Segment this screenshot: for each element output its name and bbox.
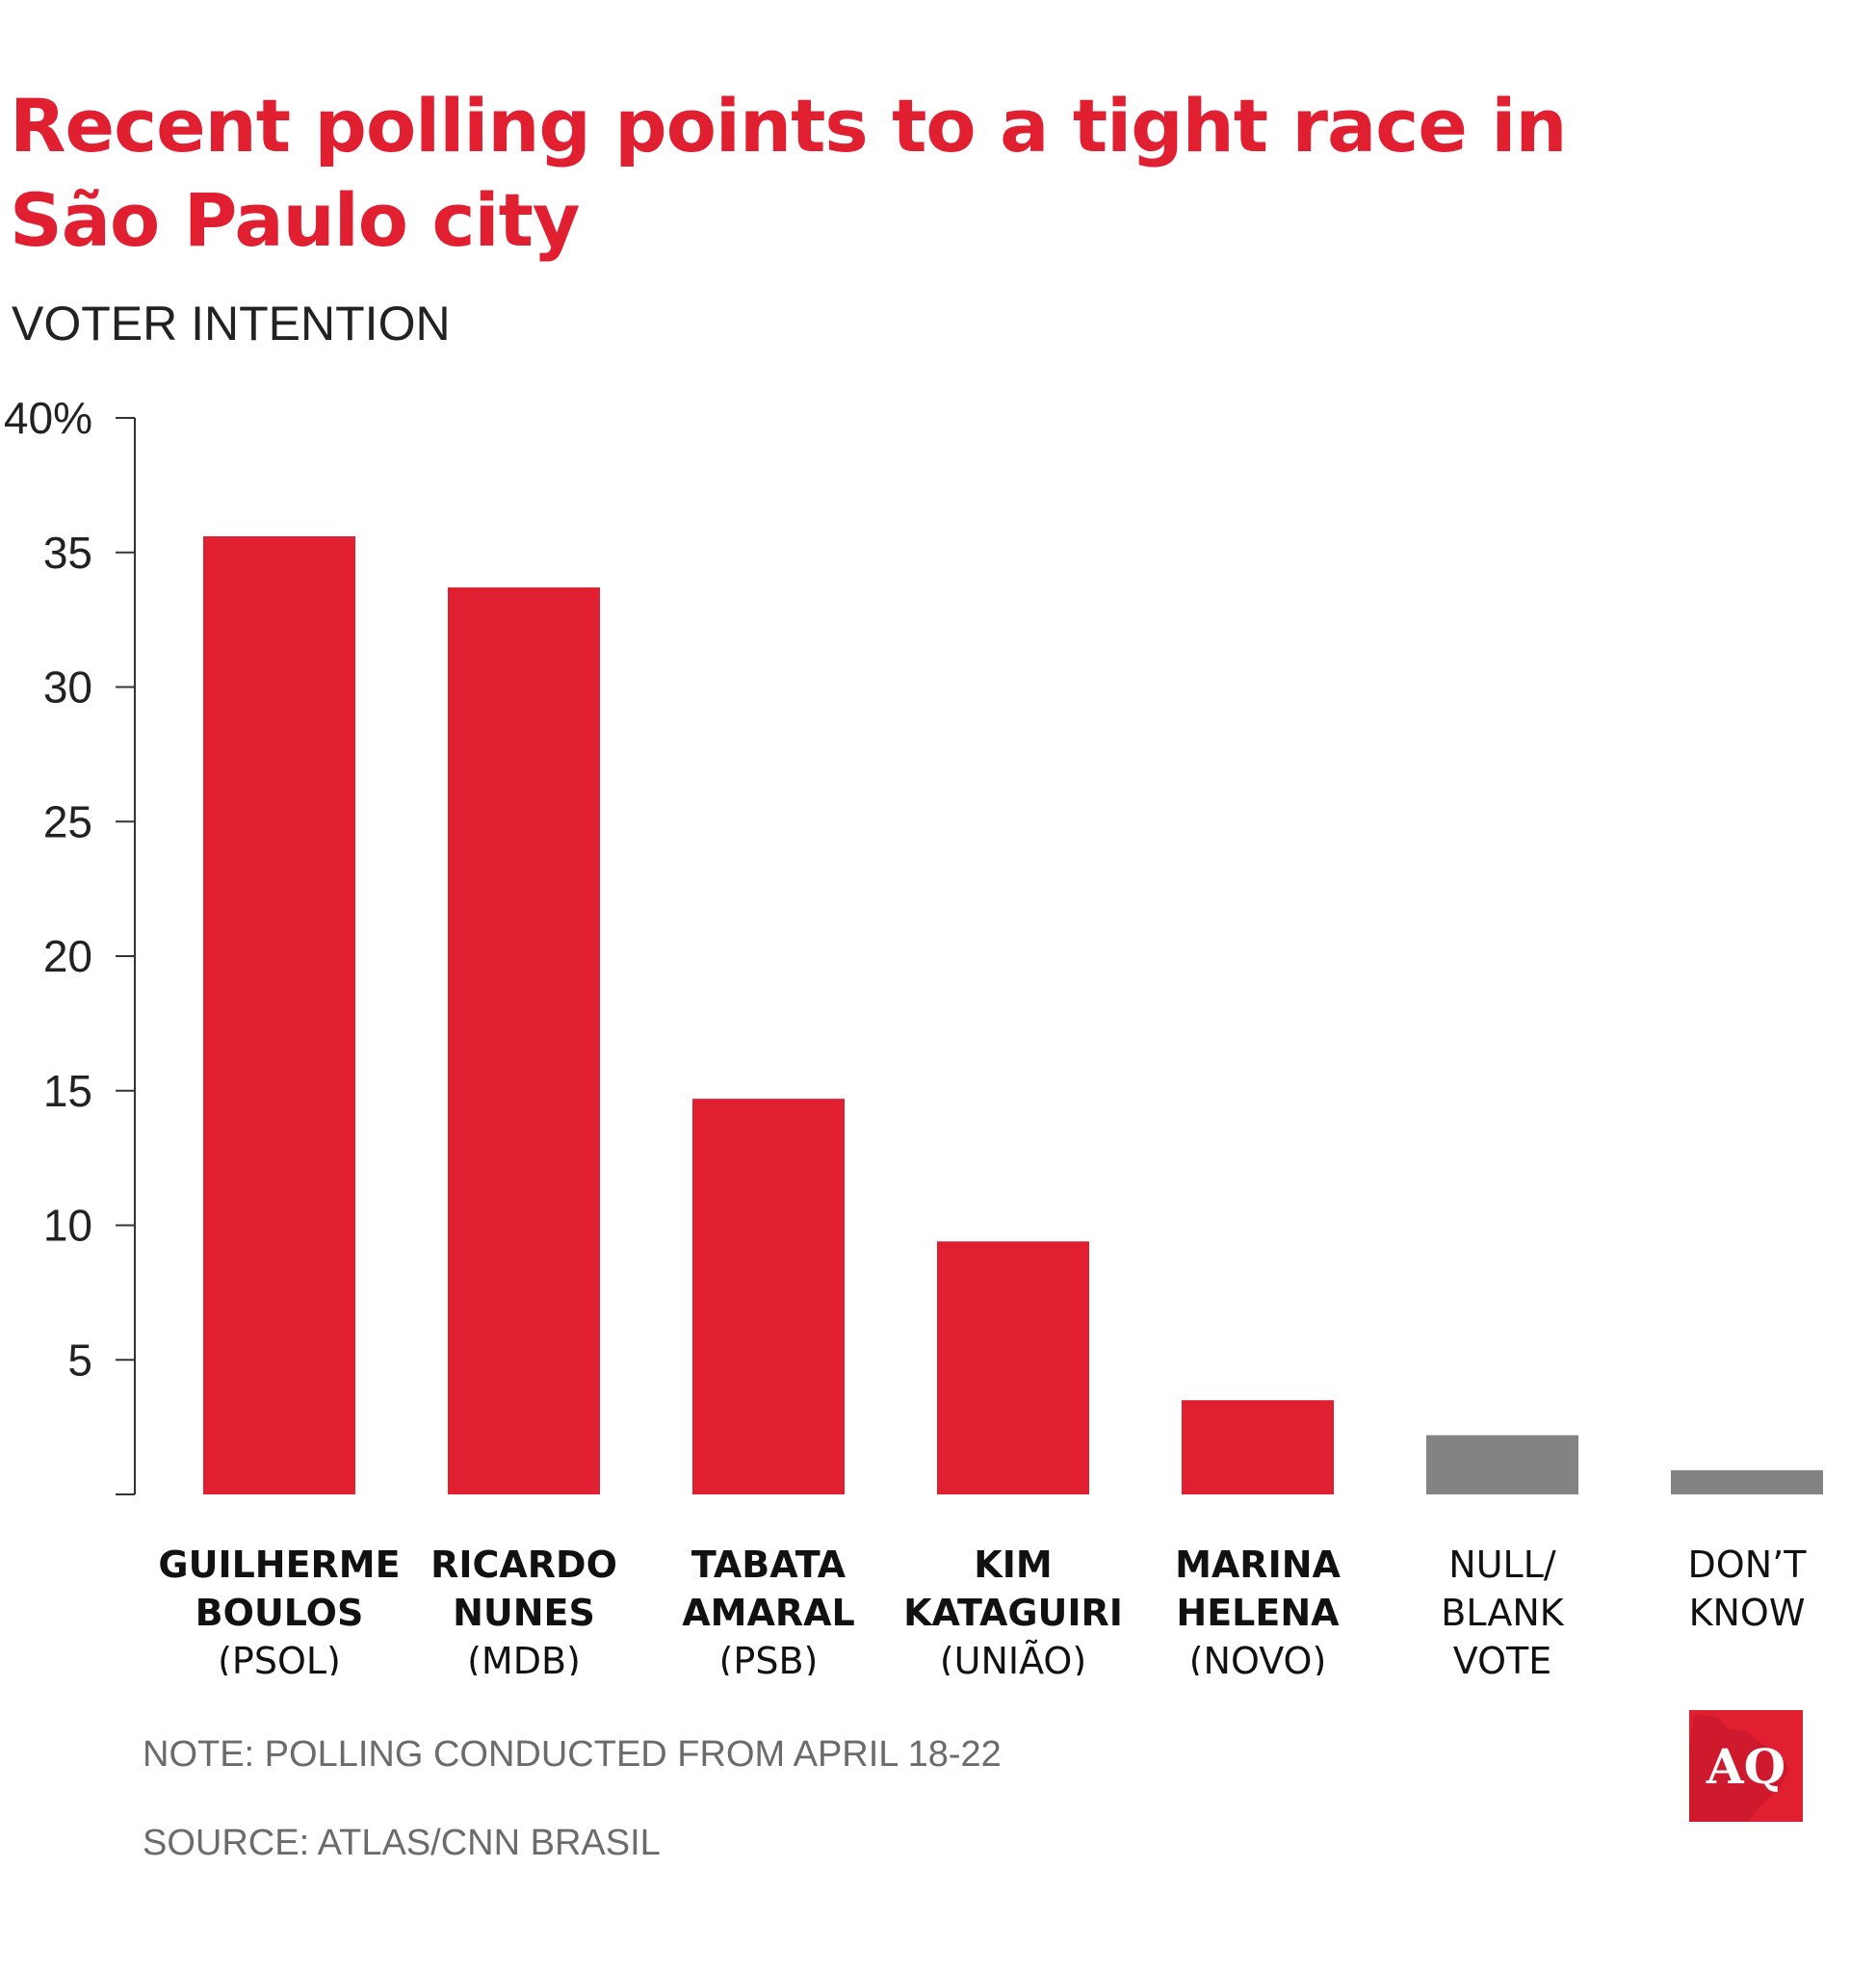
chart-note: NOTE: POLLING CONDUCTED FROM APRIL 18-22 bbox=[143, 1734, 1002, 1775]
category-label: GUILHERME bbox=[158, 1544, 400, 1586]
category-label: HELENA bbox=[1176, 1592, 1340, 1634]
category-label: KATAGUIRI bbox=[903, 1592, 1123, 1634]
y-tick-label: 15 bbox=[43, 1066, 92, 1116]
logo-text: AQ bbox=[1706, 1738, 1785, 1795]
y-tick-label: 25 bbox=[43, 796, 92, 846]
bar bbox=[203, 535, 355, 1494]
bar bbox=[1426, 1435, 1578, 1494]
category-label: TABATA bbox=[691, 1544, 847, 1586]
y-tick-label: 40% bbox=[4, 393, 92, 443]
category-label: VOTE bbox=[1453, 1640, 1551, 1675]
category-labels: GUILHERME BOULOS (PSOL) RICARDO NUNES (MDB) TA… bbox=[158, 1544, 1807, 1675]
category-label: (MDB) bbox=[467, 1640, 581, 1675]
category-label: NULL/ bbox=[1448, 1544, 1556, 1586]
category-label: BLANK bbox=[1441, 1592, 1565, 1634]
y-axis: 40% 35 30 25 20 15 10 5 bbox=[4, 393, 136, 1495]
category-label: BOULOS bbox=[195, 1592, 364, 1634]
logo-map-shape bbox=[1689, 1714, 1789, 1822]
category-label: (PSOL) bbox=[218, 1640, 341, 1675]
bar bbox=[1671, 1469, 1823, 1494]
category-label: KNOW bbox=[1689, 1592, 1806, 1634]
bar bbox=[448, 587, 600, 1494]
y-tick-label: 30 bbox=[43, 662, 92, 713]
y-tick-label: 10 bbox=[43, 1201, 92, 1251]
y-tick-label: 35 bbox=[43, 528, 92, 578]
y-tick-label: 5 bbox=[67, 1335, 92, 1385]
bar-chart: 40% 35 30 25 20 15 10 5 GUILHERME BOULOS (PSOL) RI… bbox=[4, 393, 1823, 1675]
bar bbox=[937, 1241, 1089, 1494]
category-label: DON’T bbox=[1688, 1544, 1808, 1586]
bars bbox=[203, 535, 1823, 1494]
category-label: (UNIÃO) bbox=[940, 1640, 1086, 1675]
bar bbox=[1182, 1400, 1334, 1494]
aq-logo: AQ bbox=[1689, 1710, 1803, 1822]
chart-title: Recent polling points to a tight race in… bbox=[10, 83, 1568, 263]
category-label: AMARAL bbox=[682, 1592, 855, 1634]
y-tick-label: 20 bbox=[43, 931, 92, 981]
chart-subtitle: VOTER INTENTION bbox=[12, 297, 451, 350]
chart-source: SOURCE: ATLAS/CNN BRASIL bbox=[143, 1823, 661, 1863]
bar bbox=[692, 1099, 845, 1494]
category-label: KIM bbox=[974, 1544, 1052, 1586]
category-label: (NOVO) bbox=[1189, 1640, 1327, 1675]
category-label: (PSB) bbox=[719, 1640, 819, 1675]
category-label: RICARDO bbox=[430, 1544, 617, 1586]
category-label: MARINA bbox=[1175, 1544, 1341, 1586]
category-label: NUNES bbox=[453, 1592, 595, 1634]
